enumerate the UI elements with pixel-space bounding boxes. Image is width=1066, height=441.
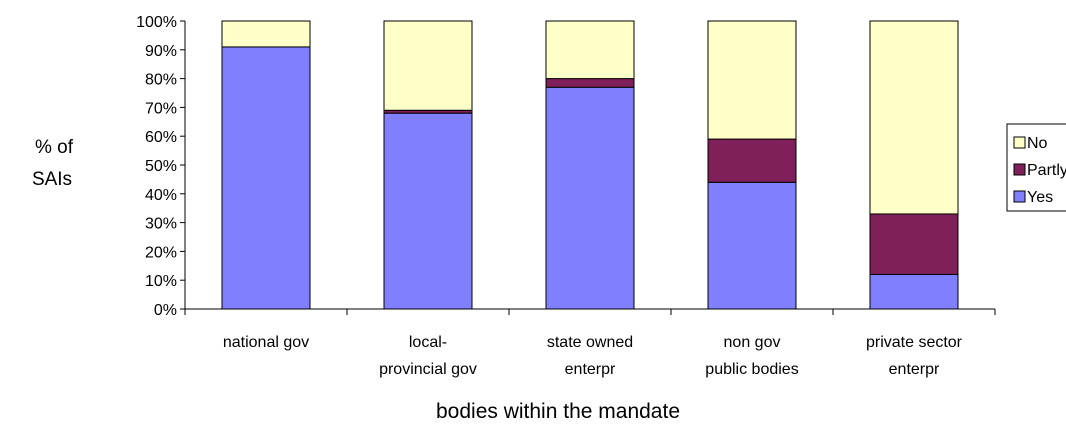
bar-segment-no — [383, 20, 473, 111]
bar-segment-no — [221, 20, 311, 48]
x-category-label: national gov — [223, 334, 309, 351]
legend-swatch-no — [1013, 136, 1026, 149]
bar-segment-no — [545, 20, 635, 80]
x-axis-categories: national gov local-provincial gov state ow… — [184, 309, 996, 378]
x-category-label: provincial gov — [379, 361, 477, 378]
legend-label-yes: Yes — [1027, 189, 1053, 206]
y-tick-label: 30% — [145, 216, 177, 233]
y-tick-label: 70% — [145, 100, 177, 117]
y-tick-label: 90% — [145, 43, 177, 60]
y-tick-label: 60% — [145, 129, 177, 146]
legend-label-partly: Partly — [1027, 162, 1066, 179]
x-category-label: private sector — [866, 334, 963, 351]
bar-segment-yes — [383, 112, 473, 310]
y-axis-label-line-2: SAIs — [32, 169, 72, 190]
y-tick-label: 50% — [145, 158, 177, 175]
bar-segment-yes — [869, 273, 959, 310]
bar-segment-partly — [707, 138, 797, 183]
x-category-label: state owned — [547, 334, 633, 351]
x-category-label: public bodies — [705, 361, 798, 378]
bar-segment-partly — [545, 78, 635, 88]
x-category-label: non gov — [724, 334, 781, 351]
legend: No Partly Yes — [1006, 123, 1066, 212]
bar-segment-yes — [221, 46, 311, 310]
y-axis-label: % of SAIs — [32, 137, 74, 190]
bar-segment-no — [707, 20, 797, 140]
y-tick-label: 20% — [145, 244, 177, 261]
legend-label-no: No — [1027, 135, 1048, 152]
y-tick-label: 10% — [145, 273, 177, 290]
bar-segment-yes — [545, 86, 635, 310]
plot-area — [184, 20, 995, 310]
bar-segment-no — [869, 20, 959, 215]
x-category-label: enterpr — [889, 361, 940, 378]
legend-swatch-partly — [1013, 163, 1026, 176]
x-axis-label: bodies within the mandate — [436, 400, 680, 423]
x-category-label: enterpr — [565, 361, 616, 378]
y-tick-label: 40% — [145, 187, 177, 204]
y-axis-ticks: 0% 10% 20% 30% 40% 50% 60% 70% 80% 90% 100% — [136, 14, 185, 319]
bar-segment-yes — [707, 181, 797, 310]
y-tick-label: 80% — [145, 72, 177, 89]
x-category-label: local- — [409, 334, 447, 351]
y-tick-label: 0% — [154, 302, 177, 319]
y-tick-label: 100% — [136, 14, 177, 31]
bar-segment-partly — [869, 213, 959, 275]
legend-swatch-yes — [1013, 190, 1026, 203]
y-axis-label-line-1: % of — [35, 137, 74, 158]
